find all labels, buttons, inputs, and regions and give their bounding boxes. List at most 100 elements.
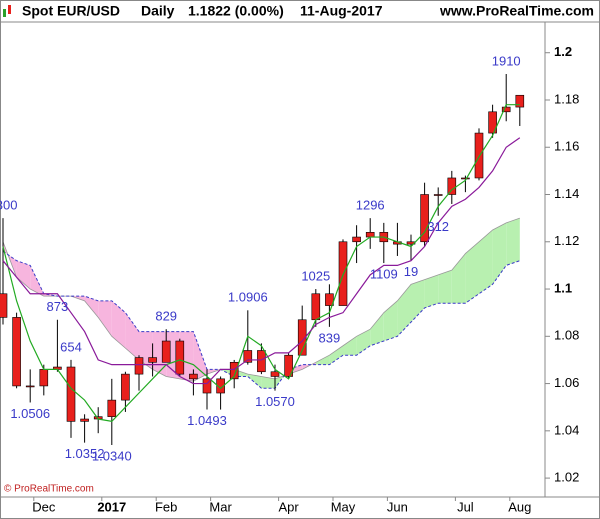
candle-body [515, 94, 525, 108]
y-tick-label: 1.02 [554, 470, 579, 485]
annotation: 1296 [356, 198, 385, 213]
y-tick-label: 1.16 [554, 139, 579, 154]
annotation: 839 [319, 330, 341, 345]
annotation: 1109 [370, 266, 398, 281]
candle-body [202, 378, 212, 394]
candle-body [488, 111, 497, 134]
candle-body [365, 232, 375, 238]
cloud-segment [111, 300, 126, 349]
x-tick-label: Apr [278, 499, 299, 514]
span-a [2, 217, 520, 382]
candle-body [12, 317, 21, 387]
x-tick-label: Jun [387, 499, 408, 514]
candle-body [39, 369, 49, 387]
annotation: 829 [155, 309, 177, 324]
footer: © ProRealTime.com [4, 484, 94, 495]
y-tick-label: 1.06 [554, 375, 579, 390]
period: Daily [141, 3, 175, 19]
annotation: 1.0570 [255, 394, 295, 409]
indicator-line [2, 137, 521, 385]
candle-body [121, 373, 130, 401]
x-tick-label: Dec [32, 499, 56, 514]
x-tick-label: 2017 [97, 499, 126, 514]
annotation: 1910 [492, 53, 521, 68]
y-tick-label: 1.1 [554, 280, 572, 295]
logo [3, 5, 11, 17]
cloud-segment [30, 265, 44, 297]
candle-body [352, 236, 361, 243]
candle-body [461, 177, 470, 180]
cloud-segment [16, 260, 31, 290]
candle-body [311, 293, 321, 321]
candle-body [107, 399, 117, 417]
candle-body [66, 366, 76, 422]
candle-body [501, 106, 511, 113]
y-tick-label: 1.18 [554, 91, 579, 106]
annotation: 312 [427, 219, 449, 234]
y-tick-label: 1.12 [554, 233, 579, 248]
cloud-segment [506, 218, 520, 266]
candle-body [0, 293, 8, 318]
annotation: 1.0506 [10, 406, 50, 421]
cloud-segment [261, 376, 275, 389]
cloud-segment [329, 345, 343, 365]
candle-body [134, 357, 144, 375]
candle-body [433, 194, 443, 196]
annotation: 1025 [301, 268, 330, 283]
cloud-segment [465, 241, 479, 304]
cloud-segment [492, 222, 507, 285]
x-tick-label: Aug [508, 499, 531, 514]
candle-body [257, 350, 266, 373]
annotation: 1.0340 [92, 448, 132, 463]
cloud-segment [98, 300, 112, 337]
annotation: 19 [404, 264, 418, 279]
candle-body [243, 350, 253, 363]
x-tick-label: Feb [155, 499, 177, 514]
annotation: 1.0906 [228, 290, 268, 305]
y-tick-label: 1.04 [554, 422, 579, 437]
cloud-segment [411, 279, 425, 323]
cloud-segment [451, 253, 466, 304]
last-price: 1.1822 (0.00%) [188, 3, 284, 19]
candle-body [474, 132, 484, 179]
candle-body [175, 340, 185, 375]
candle-body [297, 319, 307, 356]
candle-body [447, 177, 457, 195]
annotation: 873 [47, 299, 69, 314]
cloud-segment [479, 229, 493, 294]
candle-body [80, 418, 89, 422]
cloud-segment [193, 331, 207, 382]
y-tick-label: 1.2 [554, 44, 572, 59]
span-b [2, 250, 520, 389]
annotation: 1300 [0, 198, 17, 213]
cloud-segment [125, 312, 139, 360]
indicator-line [2, 104, 520, 423]
cloud-segment [315, 355, 330, 365]
candle-body [229, 361, 239, 380]
cloud-segment [370, 312, 384, 346]
x-tick-label: Jul [457, 499, 474, 514]
cloud-segment [356, 329, 371, 356]
candle-body [325, 293, 334, 306]
cloud-segment [383, 300, 398, 342]
date: 11-Aug-2017 [300, 3, 383, 19]
candle-body [189, 373, 198, 380]
y-tick-label: 1.14 [554, 186, 579, 201]
site: www.ProRealTime.com [439, 3, 594, 19]
candle-body [420, 194, 429, 243]
annotation: 1.0493 [187, 413, 227, 428]
candle-body [161, 340, 171, 363]
candle-body [270, 371, 280, 377]
annotation: 1.0352 [65, 446, 105, 461]
candle-body [148, 357, 157, 363]
candle-body [284, 354, 293, 377]
cloud-segment [424, 274, 439, 308]
candle-body [216, 378, 225, 394]
x-tick-label: May [331, 499, 356, 514]
cloud-segment [438, 270, 452, 304]
y-tick-label: 1.08 [554, 328, 579, 343]
cloud-segment [343, 336, 357, 356]
x-tick-label: Mar [209, 499, 232, 514]
annotation: 654 [60, 339, 82, 354]
